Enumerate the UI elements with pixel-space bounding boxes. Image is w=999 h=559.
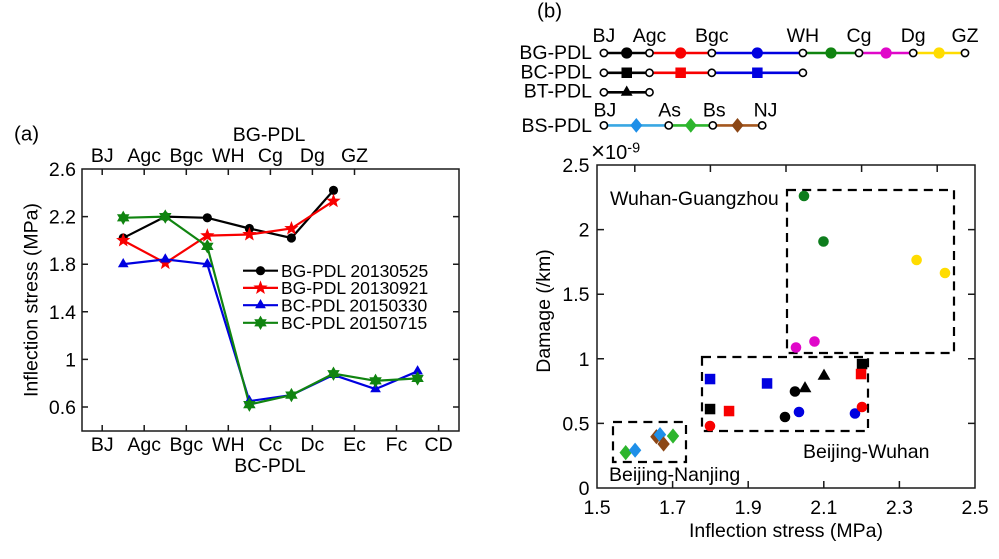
svg-text:BJ: BJ [91,145,114,167]
svg-text:BT-PDL: BT-PDL [524,81,592,103]
svg-text:Inflection stress (MPa): Inflection stress (MPa) [689,520,883,542]
svg-text:1.7: 1.7 [659,497,686,519]
svg-text:Beijing-Wuhan: Beijing-Wuhan [803,441,929,463]
svg-text:BG-PDL: BG-PDL [519,42,592,64]
svg-text:WH: WH [212,434,245,456]
svg-text:CD: CD [425,434,453,456]
svg-text:Agc: Agc [633,25,667,47]
svg-text:WH: WH [787,25,820,47]
svg-text:BC-PDL 20150715: BC-PDL 20150715 [281,313,427,333]
svg-text:Bgc: Bgc [169,145,203,167]
svg-text:2.5: 2.5 [961,497,988,519]
svg-text:1.9: 1.9 [735,497,762,519]
svg-text:2.3: 2.3 [886,497,913,519]
svg-text:BC-PDL: BC-PDL [520,62,592,84]
svg-text:BJ: BJ [593,25,616,47]
svg-text:1.8: 1.8 [49,254,76,276]
svg-text:BC-PDL: BC-PDL [234,455,306,477]
svg-text:As: As [658,100,681,122]
svg-text:BJ: BJ [91,434,114,456]
svg-text:Agc: Agc [127,145,161,167]
svg-text:BS-PDL: BS-PDL [522,115,593,137]
svg-text:WH: WH [212,145,245,167]
svg-text:0.6: 0.6 [49,397,76,419]
svg-text:Bgc: Bgc [169,434,203,456]
svg-text:(b): (b) [537,0,562,23]
svg-text:1.5: 1.5 [562,284,589,306]
svg-text:NJ: NJ [754,100,778,122]
svg-text:Dg: Dg [300,145,325,167]
svg-text:Bgc: Bgc [695,25,729,47]
svg-text:(a): (a) [14,123,39,146]
svg-text:BG-PDL 20130525: BG-PDL 20130525 [281,261,428,281]
svg-text:BJ: BJ [594,100,617,122]
svg-text:GZ: GZ [341,145,368,167]
svg-text:Ec: Ec [343,434,366,456]
svg-text:BC-PDL 20150330: BC-PDL 20150330 [281,295,428,315]
svg-text:0: 0 [579,478,590,500]
svg-text:BG-PDL: BG-PDL [233,124,306,146]
svg-text:Agc: Agc [127,434,161,456]
svg-text:Cc: Cc [258,434,282,456]
svg-text:2: 2 [579,220,590,242]
svg-text:1: 1 [579,349,590,371]
svg-text:Wuhan-Guangzhou: Wuhan-Guangzhou [610,188,779,210]
svg-text:2.5: 2.5 [562,155,589,177]
svg-text:Bs: Bs [703,100,726,122]
svg-text:2.1: 2.1 [810,497,837,519]
svg-text:Cg: Cg [258,145,283,167]
svg-text:Inflection stress (MPa): Inflection stress (MPa) [21,203,43,397]
svg-text:2.2: 2.2 [49,207,76,229]
svg-text:0.5: 0.5 [562,413,589,435]
svg-text:Dg: Dg [901,25,926,47]
svg-text:1: 1 [65,349,76,371]
svg-text:1.4: 1.4 [49,302,76,324]
svg-text:Dc: Dc [300,434,324,456]
svg-text:2.6: 2.6 [49,159,76,181]
svg-text:GZ: GZ [951,25,978,47]
svg-text:Beijing-Nanjing: Beijing-Nanjing [609,464,740,486]
svg-text:Damage (/km): Damage (/km) [533,249,555,373]
svg-text:Fc: Fc [386,434,408,456]
svg-text:BG-PDL 20130921: BG-PDL 20130921 [281,278,428,298]
svg-text:1.5: 1.5 [583,497,610,519]
svg-text:Cg: Cg [847,25,872,47]
